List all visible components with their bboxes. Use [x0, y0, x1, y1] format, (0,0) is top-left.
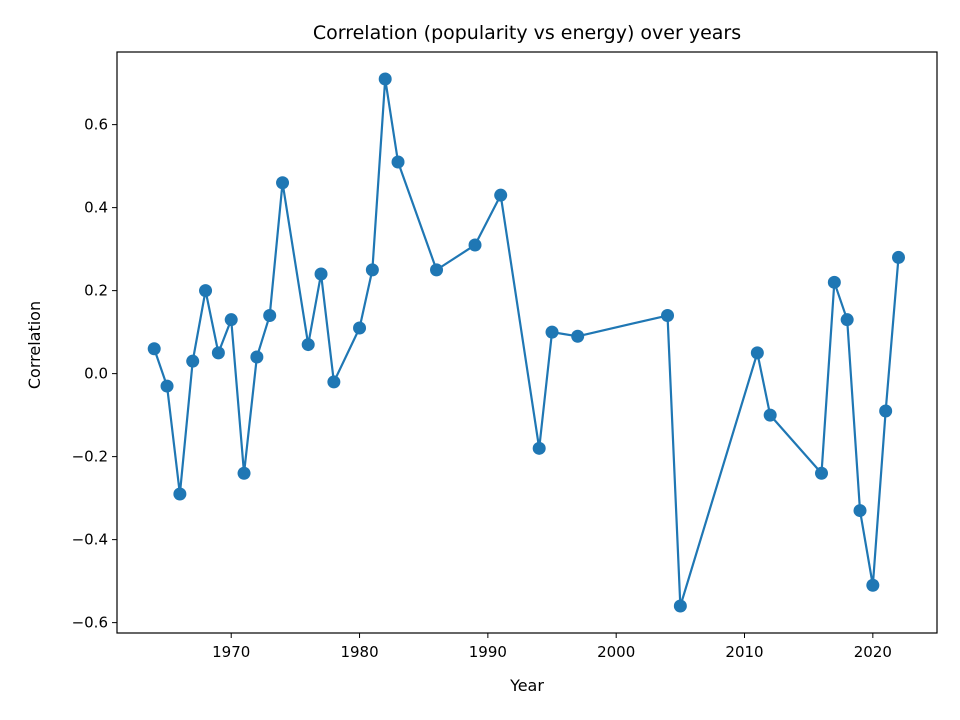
data-point	[327, 375, 341, 389]
data-point	[571, 329, 585, 343]
data-point	[892, 250, 906, 264]
data-point	[494, 188, 508, 202]
series-line	[153, 77, 900, 608]
data-point	[263, 309, 277, 323]
axes-frame	[116, 51, 938, 634]
data-point	[661, 309, 675, 323]
y-axis: −0.6 −0.4 −0.2 0.0 0.2 0.4 0.6	[72, 116, 117, 632]
y-axis-label: Correlation	[25, 301, 44, 389]
data-point	[545, 325, 559, 339]
y-tick-label: 0.6	[84, 116, 108, 134]
data-point	[673, 599, 687, 613]
x-tick-label: 1970	[212, 643, 250, 661]
y-tick-label: 0.4	[84, 199, 108, 217]
data-point	[160, 379, 174, 393]
data-point	[199, 284, 213, 298]
x-tick-label: 1990	[469, 643, 507, 661]
data-point	[763, 408, 777, 422]
data-point	[173, 487, 187, 501]
data-point	[224, 313, 238, 327]
data-point	[186, 354, 200, 368]
data-point	[211, 346, 225, 360]
x-tick-label: 2020	[854, 643, 892, 661]
y-tick-label: −0.2	[72, 448, 108, 466]
data-point	[391, 155, 405, 169]
y-tick-label: −0.6	[72, 614, 108, 632]
data-point	[147, 342, 161, 356]
data-point	[237, 466, 251, 480]
data-point	[276, 176, 290, 190]
y-tick-label: −0.4	[72, 531, 108, 549]
data-point	[250, 350, 264, 364]
x-tick-label: 2010	[725, 643, 763, 661]
data-point	[430, 263, 444, 277]
data-point	[365, 263, 379, 277]
y-tick-label: 0.2	[84, 282, 108, 300]
data-point	[378, 72, 392, 86]
data-point	[532, 441, 546, 455]
data-point	[840, 313, 854, 327]
data-point	[301, 338, 315, 352]
x-axis-label: Year	[509, 676, 544, 695]
plot-area	[147, 72, 906, 613]
y-tick-label: 0.0	[84, 365, 108, 383]
data-point	[866, 578, 880, 592]
x-tick-label: 1980	[340, 643, 378, 661]
x-tick-label: 2000	[597, 643, 635, 661]
data-point	[468, 238, 482, 252]
data-point	[353, 321, 367, 335]
data-point	[750, 346, 764, 360]
data-point	[853, 504, 867, 518]
data-point	[815, 466, 829, 480]
data-point	[827, 275, 841, 289]
x-axis: 1970 1980 1990 2000 2010 2020	[212, 633, 892, 661]
data-point	[314, 267, 328, 281]
chart-title: Correlation (popularity vs energy) over …	[313, 22, 741, 44]
data-point	[879, 404, 893, 418]
